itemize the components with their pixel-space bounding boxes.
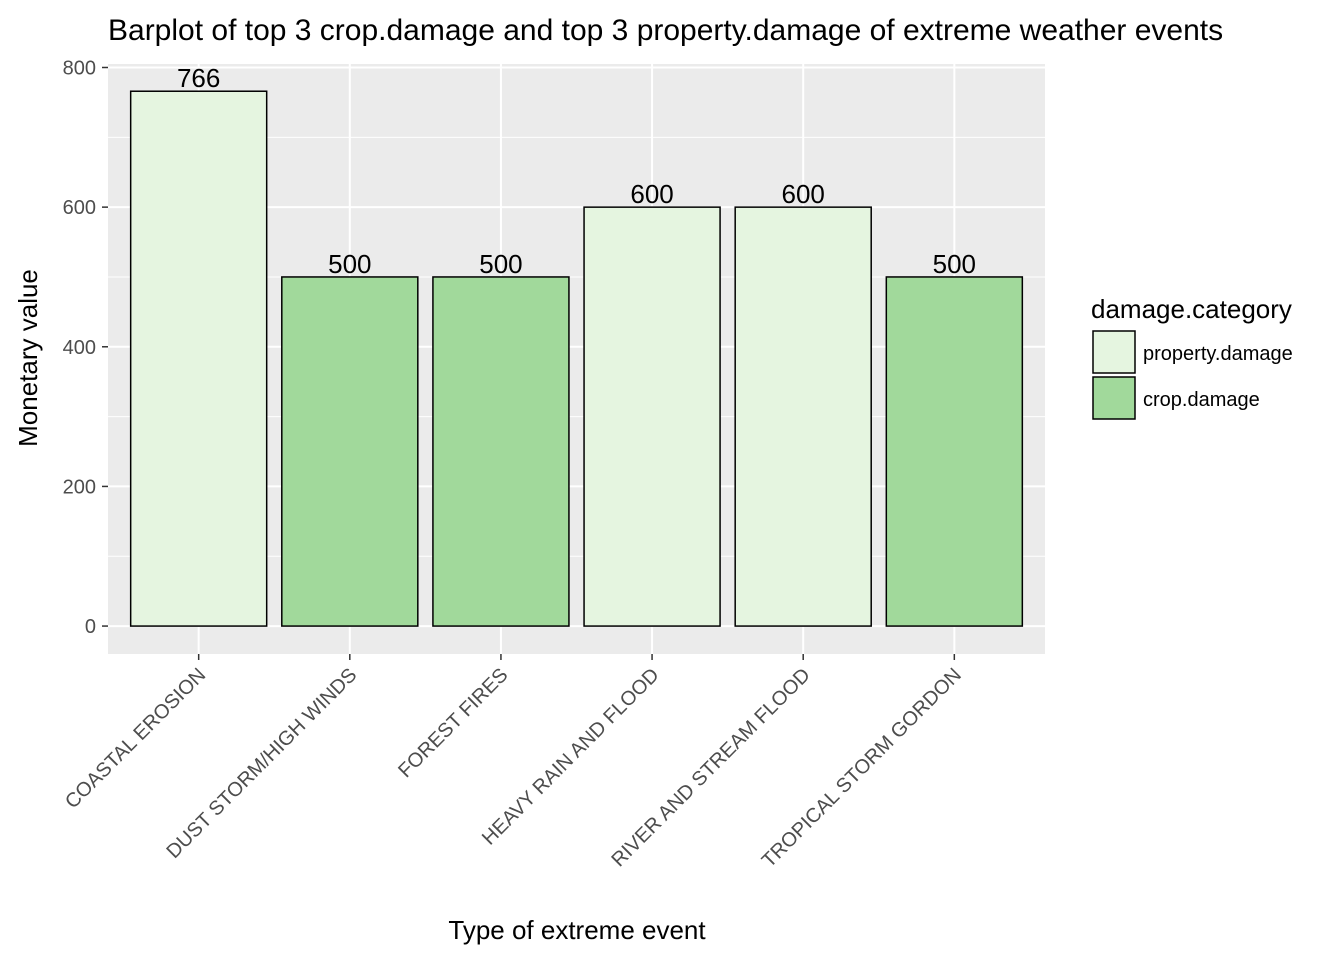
x-axis-title: Type of extreme event (448, 915, 706, 945)
y-tick-label: 200 (63, 476, 96, 498)
y-axis-title: Monetary value (13, 269, 43, 447)
x-tick-label: FOREST FIRES (394, 664, 512, 782)
x-tick-label: COASTAL EROSION (61, 664, 210, 813)
y-tick-label: 600 (63, 197, 96, 219)
chart-title: Barplot of top 3 crop.damage and top 3 p… (108, 14, 1223, 47)
bar (129, 90, 268, 627)
bar (583, 206, 721, 627)
bar (432, 276, 570, 627)
y-tick-label: 400 (63, 337, 96, 359)
bar-value-label: 500 (328, 249, 371, 279)
bar-value-label: 766 (177, 63, 220, 93)
value-labels: 766 500 500 600 600 500 (177, 63, 976, 279)
y-tick-label: 800 (63, 57, 96, 79)
y-tick-label: 0 (85, 616, 96, 638)
x-tick-label: HEAVY RAIN AND FLOOD (478, 664, 664, 850)
bar-value-label: 500 (479, 249, 522, 279)
bars (129, 90, 1024, 627)
legend: damage.category property.damage crop.dama… (1091, 294, 1293, 420)
bar-value-label: 600 (630, 179, 673, 209)
bar (734, 206, 872, 627)
legend-label: crop.damage (1143, 389, 1260, 411)
legend-key (1092, 330, 1136, 374)
legend-title: damage.category (1091, 294, 1292, 324)
bar (885, 276, 1024, 627)
legend-label: property.damage (1143, 343, 1293, 365)
y-axis: 0 200 400 600 800 (63, 57, 108, 638)
legend-key (1092, 376, 1136, 420)
bar (281, 276, 419, 627)
bar-value-label: 500 (933, 249, 976, 279)
bar-value-label: 600 (781, 179, 824, 209)
